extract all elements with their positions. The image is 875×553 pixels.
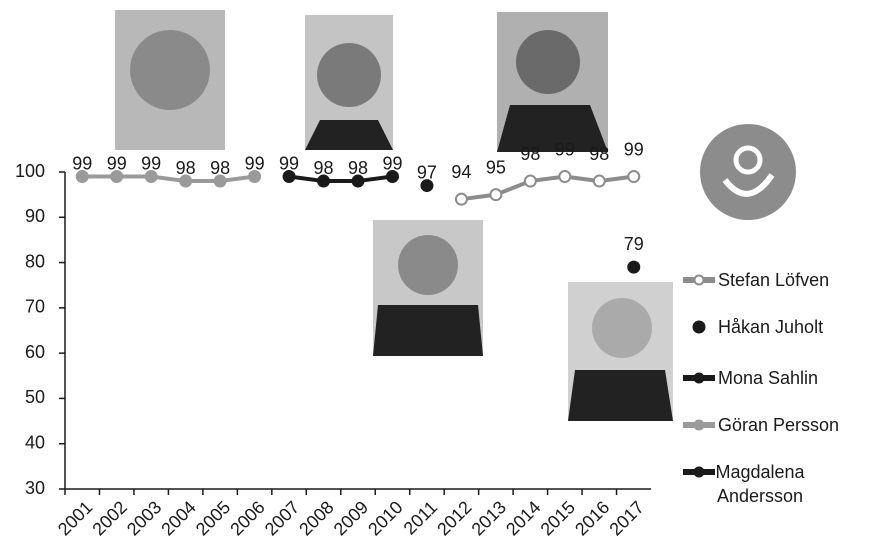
photo-face bbox=[398, 235, 458, 295]
legend-label: Mona Sahlin bbox=[718, 368, 819, 388]
point bbox=[454, 192, 468, 206]
x-tick-label: 2004 bbox=[157, 497, 199, 539]
point bbox=[248, 170, 262, 184]
data-label: 98 bbox=[176, 158, 196, 178]
point bbox=[420, 179, 434, 193]
point bbox=[592, 174, 606, 188]
x-tick-label: 2009 bbox=[330, 497, 372, 539]
y-tick-label: 60 bbox=[25, 342, 45, 362]
point bbox=[627, 170, 641, 184]
data-label: 98 bbox=[210, 158, 230, 178]
x-tick-label: 2012 bbox=[433, 497, 475, 539]
y-tick-label: 80 bbox=[25, 251, 45, 271]
series-line bbox=[461, 174, 635, 202]
point bbox=[489, 188, 503, 202]
photo-face bbox=[592, 298, 652, 358]
data-label: 99 bbox=[555, 139, 575, 159]
x-tick-label: 2010 bbox=[364, 497, 406, 539]
point bbox=[523, 174, 537, 188]
data-label: 95 bbox=[486, 157, 506, 177]
data-label: 94 bbox=[451, 162, 471, 182]
x-tick-label: 2013 bbox=[468, 497, 510, 539]
point bbox=[75, 170, 89, 184]
data-label: 99 bbox=[245, 153, 265, 173]
y-tick-label: 40 bbox=[25, 432, 45, 452]
legend-label: Göran Persson bbox=[718, 415, 840, 435]
x-tick-label: 2016 bbox=[571, 497, 613, 539]
series-line bbox=[288, 174, 393, 184]
photo-body bbox=[568, 370, 673, 421]
data-label: 97 bbox=[417, 162, 437, 182]
point bbox=[144, 170, 158, 184]
logo-line bbox=[722, 173, 775, 197]
x-tick-label: 2001 bbox=[54, 497, 96, 539]
data-label: 99 bbox=[382, 153, 402, 173]
legend-marker bbox=[693, 274, 705, 286]
point bbox=[213, 174, 227, 188]
y-tick-label: 100 bbox=[15, 161, 45, 181]
point bbox=[317, 174, 331, 188]
photo-body bbox=[305, 120, 393, 150]
x-tick-label: 2008 bbox=[295, 497, 337, 539]
x-tick-label: 2005 bbox=[192, 497, 234, 539]
point bbox=[110, 170, 124, 184]
data-label: 99 bbox=[624, 139, 644, 159]
legend-marker bbox=[693, 372, 705, 384]
point bbox=[558, 170, 572, 184]
x-tick-label: 2017 bbox=[605, 497, 647, 539]
data-label: 79 bbox=[624, 234, 644, 254]
legend-marker bbox=[693, 466, 705, 478]
legend-marker bbox=[693, 419, 705, 431]
data-label: 98 bbox=[348, 158, 368, 178]
point bbox=[351, 174, 365, 188]
data-label: 98 bbox=[520, 144, 540, 164]
photo-face bbox=[130, 30, 210, 110]
data-label: 98 bbox=[589, 144, 609, 164]
legend-label: Stefan Löfven bbox=[718, 270, 830, 290]
legend-label: Håkan Juholt bbox=[718, 317, 824, 337]
y-tick-label: 90 bbox=[25, 206, 45, 226]
x-tick-label: 2014 bbox=[502, 497, 544, 539]
point bbox=[627, 260, 641, 274]
x-tick-label: 2011 bbox=[400, 497, 442, 539]
photo-body bbox=[497, 105, 608, 152]
photo-body bbox=[373, 305, 483, 356]
data-label: 99 bbox=[107, 153, 127, 173]
x-tick-label: 2002 bbox=[88, 497, 130, 539]
point bbox=[282, 170, 296, 184]
logo bbox=[700, 124, 796, 220]
x-tick-label: 2015 bbox=[537, 497, 579, 539]
logo-line bbox=[733, 145, 763, 175]
photo-face bbox=[317, 43, 381, 107]
x-tick-label: 2003 bbox=[123, 497, 165, 539]
point bbox=[179, 174, 193, 188]
x-tick-label: 2006 bbox=[226, 497, 268, 539]
y-tick-label: 70 bbox=[25, 297, 45, 317]
data-label: 99 bbox=[279, 153, 299, 173]
legend-marker bbox=[692, 320, 706, 334]
y-tick-label: 50 bbox=[25, 387, 45, 407]
x-tick-label: 2007 bbox=[261, 497, 303, 539]
legend-label: Magdalena Andersson bbox=[715, 462, 805, 506]
y-tick-label: 30 bbox=[25, 478, 45, 498]
point bbox=[385, 170, 399, 184]
data-label: 98 bbox=[314, 158, 334, 178]
data-label: 99 bbox=[141, 153, 161, 173]
photo-face bbox=[516, 30, 580, 94]
data-label: 99 bbox=[72, 153, 92, 173]
